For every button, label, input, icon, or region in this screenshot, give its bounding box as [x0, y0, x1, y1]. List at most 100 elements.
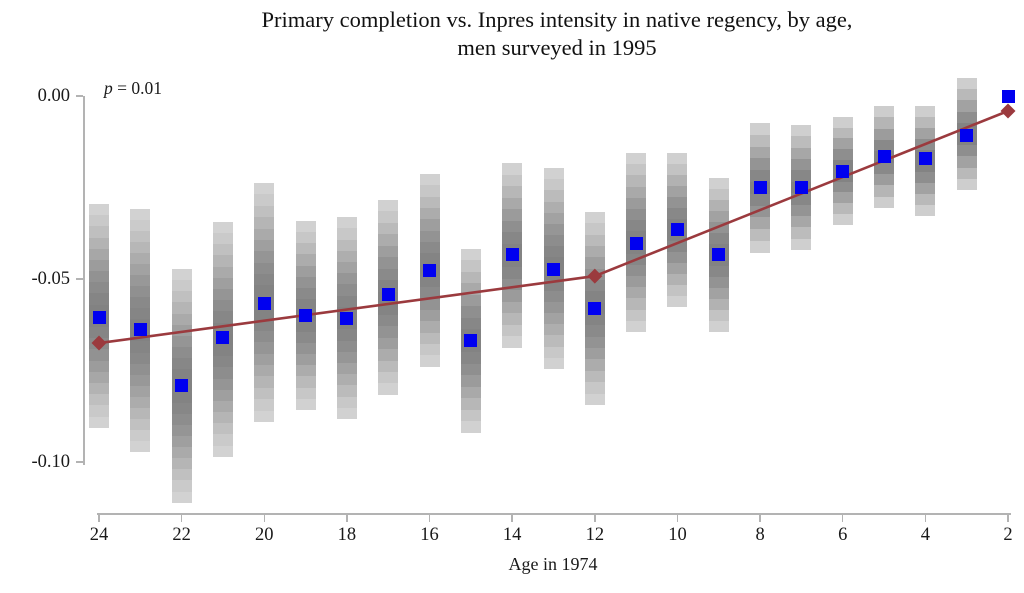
ci-density-band [502, 209, 523, 221]
ci-density-band [378, 371, 399, 384]
ci-density-band [832, 149, 853, 161]
ci-density-band [254, 239, 275, 252]
estimate-square-marker [92, 310, 106, 324]
x-axis-tick [759, 513, 761, 522]
estimate-square-marker [836, 164, 850, 178]
ci-density-band [791, 215, 812, 228]
ci-density-band [336, 351, 357, 363]
x-axis-tick [676, 513, 679, 522]
ci-density-band [130, 396, 151, 408]
ci-density-band [667, 153, 688, 165]
estimate-square-marker [629, 236, 643, 250]
ci-density-band [171, 435, 192, 448]
ci-density-band [832, 116, 853, 128]
ci-density-band [584, 234, 605, 247]
x-tick-label: 2 [1003, 525, 1013, 545]
estimate-square-marker [547, 263, 560, 277]
ci-density-band [89, 327, 109, 339]
ci-density-band [254, 217, 275, 229]
ci-density-band [419, 242, 440, 254]
ci-density-band [378, 303, 399, 315]
ci-density-band [212, 244, 233, 256]
ci-density-band [750, 158, 771, 171]
ci-density-band [254, 251, 275, 263]
ci-density-band [336, 239, 357, 251]
ci-density-band [254, 353, 275, 366]
ci-density-band [708, 199, 729, 211]
ci-density-band [667, 240, 688, 252]
ci-density-band [502, 174, 523, 187]
estimate-square-marker [753, 181, 767, 195]
ci-density-band [915, 171, 936, 183]
ci-density-band [874, 128, 895, 140]
ci-density-band [956, 100, 977, 112]
ci-density-band [171, 391, 192, 403]
ci-density-band [212, 445, 233, 457]
ci-density-band [295, 354, 316, 366]
ci-density-band [584, 393, 605, 405]
ci-density-band [708, 188, 729, 200]
ci-density-band [171, 424, 192, 436]
ci-density-band [667, 207, 688, 219]
ci-density-band [336, 262, 357, 274]
p-value-symbol: p [104, 78, 113, 98]
ci-density-band [419, 185, 440, 197]
ci-density-band [750, 193, 771, 206]
ci-density-band [89, 237, 109, 249]
ci-density-band [708, 287, 729, 299]
ci-density-band [130, 209, 151, 221]
ci-density-band [419, 219, 440, 231]
x-tick-label: 16 [420, 525, 439, 545]
ci-density-band [378, 234, 399, 246]
ci-density-band [626, 197, 647, 209]
ci-density-band [212, 356, 233, 368]
ci-density-band [295, 298, 316, 310]
ci-density-band [254, 399, 275, 411]
ci-density-band [378, 199, 399, 212]
ci-density-band [708, 177, 729, 189]
ci-density-band [543, 301, 564, 314]
ci-density-band [626, 309, 647, 321]
ci-density-band [89, 271, 109, 283]
ci-density-band [212, 389, 233, 401]
ci-density-band [130, 341, 151, 353]
ci-density-band [956, 78, 977, 90]
ci-density-band [832, 203, 853, 215]
p-value-annotation: p = 0.01 [104, 78, 162, 99]
estimate-square-marker [588, 301, 602, 315]
ci-density-band [212, 311, 233, 323]
ci-density-band [171, 358, 192, 370]
ci-density-band [171, 402, 192, 414]
ci-density-band [584, 359, 605, 371]
ci-density-band [543, 290, 564, 302]
estimate-square-marker [423, 264, 437, 278]
ci-density-band [336, 385, 357, 397]
ci-density-band [708, 276, 729, 288]
ci-density-band [336, 407, 357, 420]
ci-density-band [171, 491, 192, 503]
ci-density-band [750, 241, 771, 253]
ci-density-band [130, 220, 151, 232]
ci-density-band [502, 301, 523, 314]
ci-density-band [212, 289, 233, 301]
ci-density-band [874, 185, 895, 197]
ci-density-band [89, 416, 109, 428]
ci-density-band [543, 190, 564, 202]
ci-density-band [336, 295, 357, 307]
ci-density-band [750, 123, 771, 135]
ci-density-band [667, 251, 688, 263]
ci-density-band [212, 423, 233, 435]
ci-density-band [212, 400, 233, 413]
chart-title-line1: Primary completion vs. Inpres intensity … [261, 7, 853, 32]
ci-density-band [708, 320, 729, 332]
ci-density-band [89, 338, 109, 350]
ci-density-band [295, 221, 316, 233]
ci-density-band [254, 319, 275, 331]
ci-density-band [626, 175, 647, 187]
ci-density-band [378, 314, 399, 327]
x-tick-label: 24 [89, 525, 109, 545]
ci-density-band [89, 248, 109, 260]
ci-density-band [791, 227, 812, 239]
ci-density-band [378, 222, 399, 235]
ci-density-band [460, 352, 481, 364]
